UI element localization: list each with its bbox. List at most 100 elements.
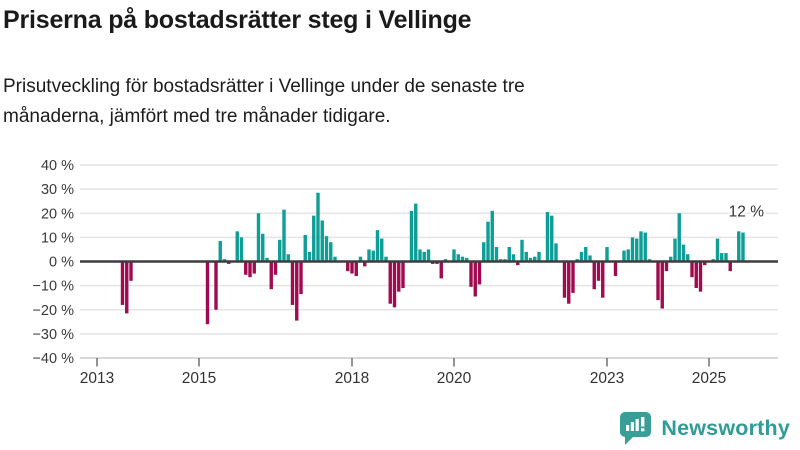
bar-2016-08 [278,239,282,262]
bar-2023-03 [613,261,618,276]
bar-2025-06 [728,261,732,272]
page-subtitle: Prisutveckling för bostadsrätter i Velli… [3,76,525,127]
bar-2015-03 [205,261,210,325]
bar-2020-04 [465,257,469,262]
bar-2019-05 [418,249,422,262]
bar-2025-04 [720,253,724,262]
bar-2021-08 [533,256,537,262]
bar-2017-05 [316,192,320,262]
bar-2020-03 [460,256,465,262]
bar-2021-11 [545,212,550,262]
bar-2015-12 [244,261,248,275]
bar-2024-08 [686,254,690,262]
bar-2022-04 [567,261,571,304]
bar-2023-06 [626,249,630,262]
bar-2018-04 [363,261,367,267]
bar-2015-10 [235,231,239,262]
bar-2018-01 [350,261,354,274]
newsworthy-logo-text: Newsworthy [661,416,790,440]
bar-2020-09 [486,221,490,262]
bar-2023-10 [643,232,647,262]
bar-2017-07 [324,236,329,262]
bar-2017-03 [307,251,312,262]
bar-2016-12 [295,261,299,321]
bar-2024-11 [698,261,703,292]
bar-2025-08 [737,231,741,262]
newsworthy-logo[interactable]: Newsworthy [619,411,790,446]
bar-2021-04 [516,261,520,266]
x-tick-label: 2025 [692,370,726,387]
bar-2018-02 [354,261,358,276]
bar-2016-09 [282,209,286,262]
bar-2018-07 [375,230,380,262]
bar-2017-06 [320,220,324,262]
bar-2016-05 [265,257,269,262]
bar-2017-12 [346,261,350,272]
bar-2022-10 [592,261,596,290]
bar-2015-06 [218,240,222,262]
bar-2022-08 [584,247,588,262]
bar-2019-01 [401,261,405,289]
bar-2019-03 [409,210,414,262]
bar-2025-03 [715,238,720,262]
bar-2023-01 [605,247,609,262]
bar-2016-11 [290,261,295,305]
bar-2023-09 [639,231,643,262]
newsworthy-speech-bubble-bar-chart-icon [620,412,652,445]
bar-2024-07 [681,244,686,262]
bar-2018-12 [397,261,401,292]
bar-2024-04 [669,256,673,262]
bar-2024-03 [664,261,669,272]
y-tick-label: −20 % [32,303,74,319]
x-tick-label: 2018 [335,370,369,387]
y-tick-label: 10 % [41,230,74,246]
bar-2020-11 [494,247,499,262]
bar-2024-01 [656,261,660,301]
bar-2015-05 [214,261,218,310]
bar-2024-06 [677,213,681,262]
bar-2018-05 [367,249,371,262]
bar-2024-05 [673,238,677,262]
bar-2021-02 [507,247,511,262]
bar-2019-07 [426,249,431,262]
y-tick-label: −40 % [32,351,74,367]
y-tick-label: 20 % [41,206,74,222]
x-tick-label: 2013 [80,370,114,387]
bar-2015-11 [239,237,244,262]
latest-value-annotation: 12 % [729,204,765,221]
bar-2013-08 [125,261,129,314]
bar-2016-03 [256,213,261,262]
bar-2022-12 [601,261,605,298]
bar-2018-11 [392,261,397,308]
bar-2017-02 [303,234,307,262]
y-tick-label: −10 % [32,279,74,295]
y-tick-label: 30 % [41,182,74,198]
y-tick-label: 0 % [49,255,74,271]
bar-2020-06 [473,261,477,297]
x-tick-label: 2023 [590,370,624,387]
bar-2016-07 [273,261,278,275]
bar-2018-08 [380,238,384,262]
bar-2017-09 [333,256,337,262]
y-tick-label: −30 % [32,327,74,343]
bar-2022-09 [588,255,592,262]
y-tick-label: 40 % [41,158,74,174]
bar-2017-01 [299,261,303,295]
bar-2020-08 [482,242,486,262]
bar-2021-07 [528,257,533,262]
x-tick-label: 2015 [182,370,216,387]
page-title: Priserna på bostadsrätter steg i Velling… [3,6,472,34]
bar-2024-09 [690,261,694,278]
bar-2021-03 [511,254,516,262]
bar-2018-10 [388,261,392,304]
bar-2022-05 [571,261,575,293]
bar-2019-10 [439,261,443,279]
bar-2022-03 [562,261,567,298]
bar-2020-05 [469,261,473,287]
bar-2020-01 [452,249,456,262]
bar-2021-12 [550,215,554,262]
bar-2018-06 [371,250,375,262]
bar-2021-06 [524,251,528,262]
bar-2017-04 [312,215,316,262]
